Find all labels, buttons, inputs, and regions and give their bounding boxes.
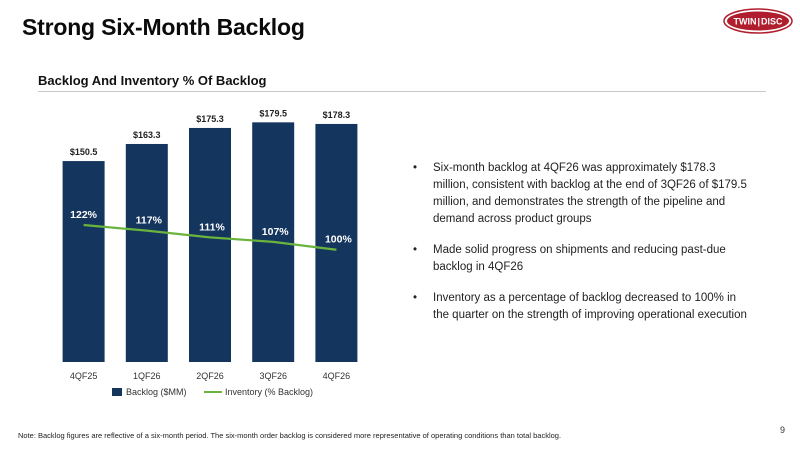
x-tick-label: 4QF25 xyxy=(70,371,98,381)
bar-value-label: $178.3 xyxy=(323,110,351,120)
bar xyxy=(189,127,231,363)
bullet-item: • Six-month backlog at 4QF26 was approxim… xyxy=(413,160,753,228)
bullet-dot-icon: • xyxy=(413,162,418,174)
section-divider xyxy=(38,91,766,92)
bullet-item: • Made solid progress on shipments and re… xyxy=(413,242,753,276)
x-tick-label: 1QF26 xyxy=(133,371,161,381)
inventory-value-label: 111% xyxy=(199,221,225,233)
legend-label-inventory: Inventory (% Backlog) xyxy=(225,387,313,397)
bullet-dot-icon: • xyxy=(413,244,418,256)
section-title: Backlog And Inventory % Of Backlog xyxy=(38,73,267,88)
x-tick-label: 3QF26 xyxy=(259,371,287,381)
footnote: Note: Backlog figures are reflective of … xyxy=(18,431,562,440)
bar-value-label: $175.3 xyxy=(196,114,224,124)
bar-value-label: $163.3 xyxy=(133,130,161,140)
bullet-text: Made solid progress on shipments and red… xyxy=(433,244,726,273)
bar-value-label: $150.5 xyxy=(70,147,98,157)
bullet-text: Inventory as a percentage of backlog dec… xyxy=(433,292,747,321)
inventory-value-label: 122% xyxy=(70,209,98,221)
logo-text-left: TWIN xyxy=(733,17,756,27)
bullet-item: • Inventory as a percentage of backlog de… xyxy=(413,290,753,324)
bar xyxy=(315,123,358,362)
bar-value-label: $179.5 xyxy=(259,108,287,118)
bullet-text: Six-month backlog at 4QF26 was approxima… xyxy=(433,162,747,225)
twin-disc-logo: TWIN|DISC xyxy=(723,8,793,34)
logo-text-right: DISC xyxy=(761,17,783,27)
logo-oval-inner xyxy=(727,11,789,31)
logo-divider: | xyxy=(757,17,760,27)
bar xyxy=(62,161,105,362)
bullet-list: • Six-month backlog at 4QF26 was approxim… xyxy=(413,160,753,338)
bullet-dot-icon: • xyxy=(413,292,418,304)
logo-text: TWIN|DISC xyxy=(733,17,783,27)
legend-swatch-backlog xyxy=(112,388,122,396)
bar xyxy=(125,143,168,362)
inventory-value-label: 117% xyxy=(136,215,163,227)
inventory-value-label: 100% xyxy=(325,234,353,246)
slide-title: Strong Six-Month Backlog xyxy=(22,14,305,40)
x-tick-label: 4QF26 xyxy=(323,371,351,381)
inventory-value-label: 107% xyxy=(262,226,290,238)
legend-label-backlog: Backlog ($MM) xyxy=(126,387,187,397)
inventory-line xyxy=(83,223,337,251)
x-tick-label: 2QF26 xyxy=(196,371,224,381)
page-number: 9 xyxy=(780,425,786,435)
